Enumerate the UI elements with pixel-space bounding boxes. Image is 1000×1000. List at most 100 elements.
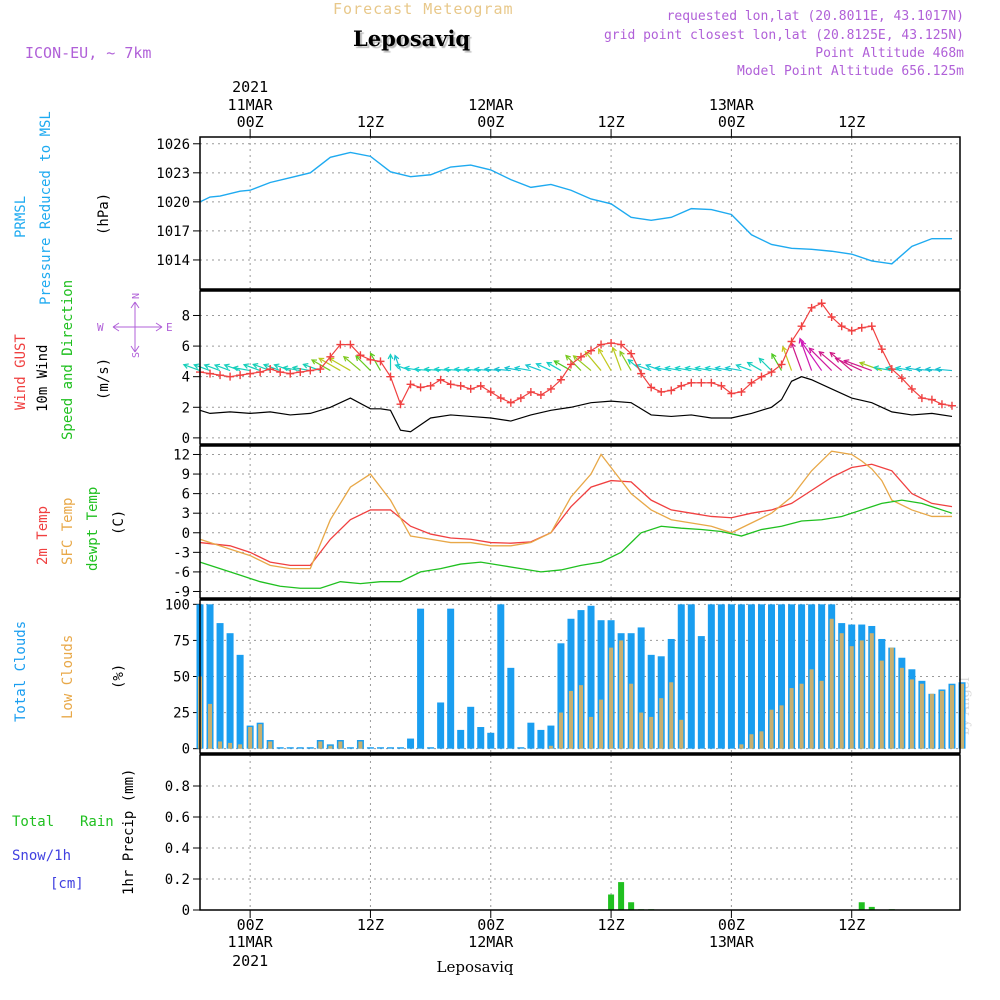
gust-marker	[416, 383, 425, 392]
wind-arrow-head	[611, 346, 617, 353]
temp-2m-label: 2m Temp	[35, 506, 51, 565]
y-tick-label: 4	[182, 370, 190, 386]
gust-marker	[857, 323, 866, 332]
rain-bar	[618, 882, 625, 910]
total-cloud-bar	[306, 747, 314, 749]
low-cloud-bar	[579, 685, 584, 749]
wind-arrow-head	[355, 355, 361, 362]
x-tick-label-top: 00Z	[237, 113, 264, 131]
y-tick-label: 1026	[156, 137, 190, 153]
total-cloud-bar	[437, 702, 445, 749]
low-cloud-bar	[248, 727, 253, 749]
low-cloud-bar	[849, 646, 854, 749]
low-clouds-label: Low Clouds	[60, 635, 76, 719]
requested-location: requested lon,lat (20.8011E, 43.1017N)	[666, 9, 964, 24]
wind-arrow-head	[746, 361, 753, 368]
wind-arrow	[274, 364, 291, 372]
gust-marker	[276, 368, 285, 377]
total-cloud-bar	[798, 604, 806, 749]
wind-arrow	[355, 355, 371, 371]
gust-marker	[907, 384, 916, 393]
wind-arrow	[243, 364, 261, 372]
gust-marker	[486, 387, 495, 396]
gust-marker	[847, 326, 856, 335]
total-clouds-label: Total Clouds	[13, 621, 29, 722]
gust-marker	[516, 394, 525, 403]
wind-arrow-head	[213, 363, 221, 370]
wind-arrow-head	[584, 350, 591, 357]
total-cloud-bar	[457, 729, 465, 749]
wind-arrow-head	[394, 363, 401, 370]
wind-arrow-head	[223, 363, 230, 370]
wind-arrow-head	[473, 366, 480, 373]
wind-arrow	[598, 348, 612, 371]
low-cloud-bar	[639, 712, 644, 749]
gust-marker	[336, 340, 345, 349]
precip-snow-label: Snow/1h	[12, 848, 71, 864]
total-cloud-bar	[778, 604, 786, 749]
x-date-label-top: 11MAR	[228, 96, 274, 114]
y-tick-label: 0.4	[165, 841, 190, 857]
gust-marker	[797, 322, 806, 331]
wind-arrow-head	[598, 347, 604, 355]
wind-arrow-head	[387, 353, 394, 360]
wind-arrow	[183, 364, 201, 372]
total-cloud-bar	[567, 618, 575, 749]
cloud-bars	[196, 604, 966, 749]
x-tick-label-top: 12Z	[838, 113, 865, 131]
wind-arrow-head	[858, 361, 866, 367]
wind-arrow	[311, 359, 331, 372]
wind-arrow-head	[393, 354, 400, 361]
wind-arrow	[736, 364, 752, 372]
wind-arrow	[925, 368, 943, 372]
low-cloud-bar	[939, 690, 944, 749]
wind-arrow-head	[310, 359, 317, 365]
gust-marker	[887, 365, 896, 374]
total-cloud-bar	[226, 633, 234, 749]
y-tick-label: 9	[182, 467, 190, 483]
y-tick-label: 3	[182, 506, 190, 522]
total-cloud-bar	[547, 725, 555, 749]
wind-arrow-head	[619, 350, 625, 357]
wind-arrow-head	[493, 366, 500, 373]
low-cloud-bar	[599, 699, 604, 749]
wind-arrow	[536, 363, 552, 372]
gust-marker	[286, 369, 295, 378]
wind-arrow	[214, 364, 231, 372]
wind-arrow-head	[524, 363, 531, 370]
wind-arrow-head	[684, 365, 691, 372]
low-cloud-bar	[548, 745, 553, 749]
low-cloud-bar	[789, 688, 794, 749]
total-cloud-bar	[527, 722, 535, 749]
wind-arrow-head	[535, 362, 542, 369]
x-tick-label-top: 00Z	[477, 113, 504, 131]
y-tick-label: 25	[173, 706, 190, 722]
low-cloud-bar	[909, 679, 914, 749]
gust-marker	[717, 381, 726, 390]
wind-arrow-head	[781, 345, 788, 352]
chart-title: Forecast Meteogram	[333, 0, 514, 18]
low-cloud-bar	[238, 744, 243, 749]
low-cloud-bar	[769, 709, 774, 749]
panel-frame	[199, 754, 961, 911]
total-cloud-bar	[717, 604, 725, 749]
wind-arrow-head	[262, 363, 270, 369]
wind-arrow	[584, 351, 602, 371]
total-cloud-bar	[407, 738, 415, 749]
wind-arrow-head	[829, 351, 836, 358]
gust-marker	[366, 355, 375, 364]
gust-marker	[566, 360, 575, 369]
wind-arrow-head	[664, 365, 671, 372]
y-tick-label: 0	[182, 903, 190, 919]
wind-arrow-head	[724, 365, 731, 372]
wind-arrow-head	[645, 363, 652, 370]
total-cloud-bar	[366, 747, 374, 749]
precip-snow-unit: [cm]	[50, 876, 84, 892]
wind-arrow-head	[894, 365, 902, 372]
wind-arrow-head	[342, 355, 349, 362]
low-cloud-bar	[809, 669, 814, 749]
wind-arrow	[204, 364, 221, 372]
gust-marker	[627, 349, 636, 358]
compass-w: W	[97, 321, 104, 334]
